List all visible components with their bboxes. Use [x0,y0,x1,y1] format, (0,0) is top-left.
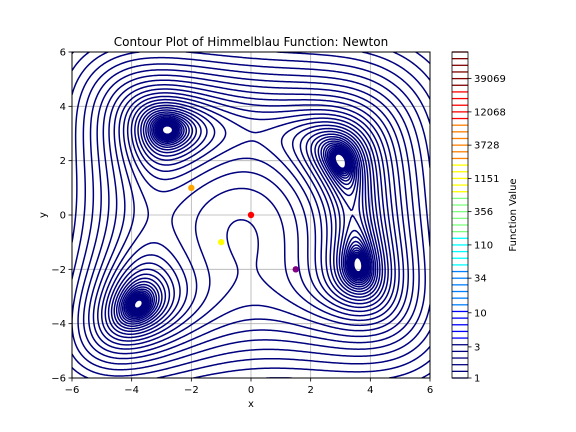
y-axis-label: y [38,212,49,218]
x-axis-ticks: −6 −4 −2 0 2 4 6 [65,378,433,396]
colorbar-tick-label-5: 356 [474,207,493,218]
colorbar-tick-label-6: 1151 [474,174,499,185]
colorbar-tick-label-7: 3728 [474,141,499,152]
contour-line-20 [100,92,396,342]
colorbar-tick-label-1: 3 [474,342,480,353]
x-tick-label-0: −6 [65,385,80,396]
colorbar: 1 3 10 34 110 356 1151 3728 12068 39069 [451,51,506,385]
colorbar-tick-label-9: 39069 [474,74,506,85]
contour-line-24 [82,74,415,360]
contour-line-14 [118,109,379,325]
contour-line-7 [128,119,368,315]
contour-line-5 [130,121,366,313]
y-tick-label-2: −2 [51,265,66,276]
x-tick-label-1: −4 [124,385,139,396]
point-1 [188,184,195,192]
contour-line-21 [97,88,400,346]
y-tick-label-6: 6 [60,48,66,59]
contour-line-28 [72,52,430,378]
contour-line-32 [415,52,430,65]
contour-line-13 [120,111,377,323]
contour-line-17 [110,101,386,333]
contour-line-22 [92,84,405,350]
plot-area [71,51,431,379]
points [188,184,299,273]
colorbar-tick-label-3: 34 [474,274,487,285]
colorbar-label: Function Value [508,178,519,251]
contour-line-11 [123,114,373,320]
y-axis-ticks: −6 −4 −2 0 2 4 6 [51,48,72,385]
colorbar-tick-label-2: 10 [474,308,487,319]
contour-line-16 [113,104,384,330]
point-2 [217,238,225,246]
colorbar-tick-label-4: 110 [474,240,493,251]
contour-line-18 [107,98,389,336]
chart-title: Contour Plot of Himmelblau Function: New… [114,35,388,49]
contour-line-6 [129,120,367,314]
y-tick-label-4: 2 [60,156,66,167]
x-tick-label-6: 6 [427,385,433,396]
contour-line-23 [88,79,409,355]
contour-line-8 [127,118,369,316]
x-tick-label-4: 2 [307,385,313,396]
contour-line-25 [77,69,420,365]
point-0 [247,211,255,219]
colorbar-tick-label-8: 12068 [474,107,506,118]
y-tick-label-0: −6 [51,374,66,385]
y-tick-label-3: 0 [60,211,66,222]
x-tick-label-5: 4 [367,385,373,396]
y-tick-label-5: 4 [60,102,66,113]
y-tick-label-1: −4 [51,319,66,330]
colorbar-frame [451,51,469,379]
contour-line-19 [104,95,393,339]
contour-line-12 [121,113,375,321]
contour-line-10 [125,116,372,318]
colorbar-tick-label-0: 1 [474,374,480,385]
contour-line-15 [115,107,381,327]
contour-line-27 [72,56,430,377]
point-3 [292,266,299,273]
contour-line-9 [126,117,371,317]
x-tick-label-2: −2 [184,385,199,396]
x-axis-label: x [248,399,254,410]
contour-lines [72,52,430,378]
x-tick-label-3: 0 [248,385,254,396]
